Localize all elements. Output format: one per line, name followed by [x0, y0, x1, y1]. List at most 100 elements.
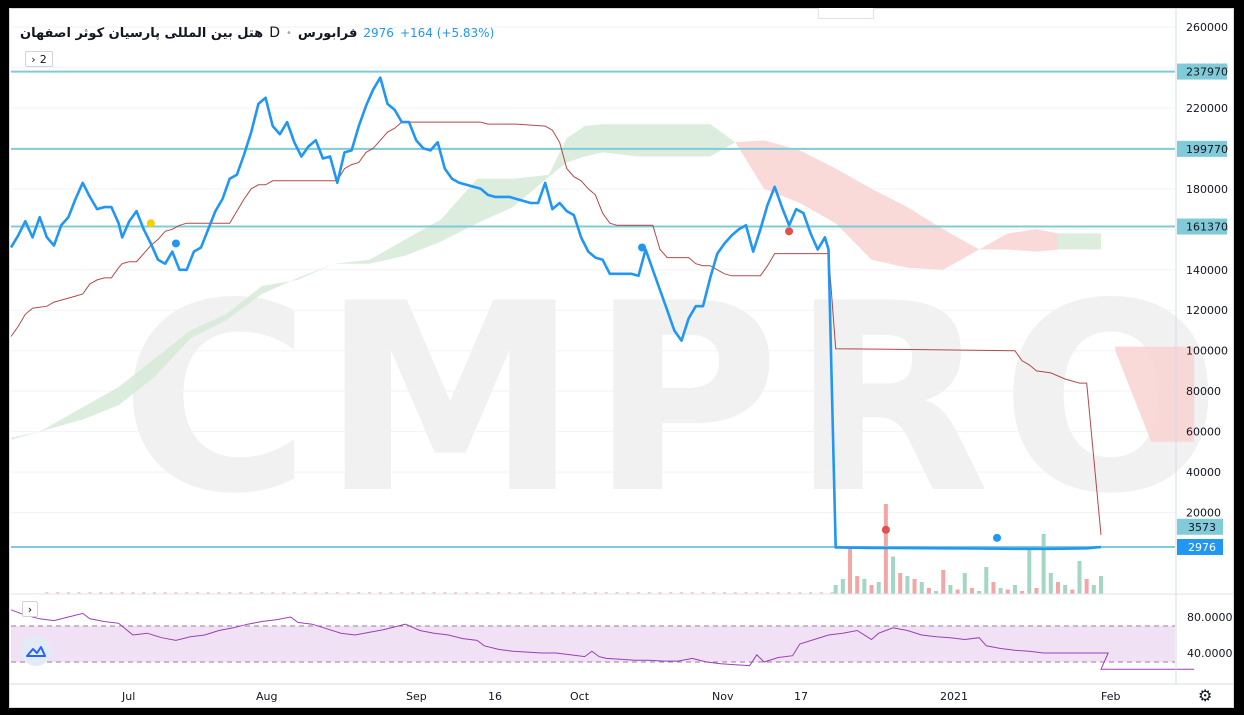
volume-bar [948, 585, 953, 594]
level-badge [1177, 218, 1227, 235]
volume-bar [249, 592, 253, 594]
tradingview-logo[interactable] [21, 636, 51, 666]
volume-bar [1027, 549, 1032, 594]
price-tick-label: 120000 [1186, 304, 1228, 317]
volume-bar [669, 592, 673, 594]
volume-bar [421, 592, 425, 594]
chevron-right-icon: › [31, 52, 36, 66]
last-price-badge [1177, 538, 1223, 555]
separator-dot: • [285, 27, 292, 39]
volume-bar [282, 592, 285, 594]
volume-bar [636, 592, 640, 594]
price-line[interactable] [10, 76, 1102, 551]
volume-bar [497, 592, 501, 594]
volume-bar [604, 592, 608, 594]
volume-bar [798, 592, 802, 594]
rsi-tick-label: 80.0000 [1187, 611, 1233, 624]
volume-bar [926, 588, 931, 594]
volume-bar [195, 592, 199, 594]
gear-icon[interactable]: ⚙ [1198, 686, 1213, 705]
volume-bar [292, 592, 296, 594]
volume-bar [830, 592, 834, 594]
volume-bar [303, 592, 307, 594]
volume-bar [1034, 588, 1039, 594]
volume-bar [809, 592, 813, 594]
time-tick-label: Sep [406, 690, 427, 703]
volume-bar [1041, 534, 1046, 594]
volume-bar [615, 592, 619, 594]
volume-bar [679, 592, 683, 594]
price-badge [1177, 518, 1223, 535]
volume-bar [969, 588, 974, 594]
volume-bar [411, 592, 415, 594]
price-tick-label: 260000 [1186, 21, 1228, 34]
volume-bar [357, 592, 361, 594]
volume-bar [540, 592, 544, 594]
volume-bar [593, 592, 597, 594]
last-price: 2976 [363, 26, 394, 40]
volume-bar [962, 573, 967, 594]
volume-bar [185, 592, 189, 594]
exchange-name: فرابورس [297, 25, 358, 41]
level-badge-label: 161370 [1186, 221, 1228, 234]
volume-bar [1005, 589, 1010, 594]
volume-bar [1077, 561, 1082, 594]
volume-bar [833, 585, 838, 594]
volume-bar [238, 592, 242, 594]
signal-marker [146, 219, 155, 228]
time-tick-label: 2021 [940, 690, 968, 703]
volume-bar [518, 592, 522, 594]
time-tick-label: Oct [570, 690, 590, 703]
rsi-line [10, 609, 1195, 670]
volume-bar [869, 585, 874, 594]
level-badge [1177, 63, 1227, 80]
volume-bar [325, 592, 329, 594]
volume-bar [99, 592, 103, 594]
signal-marker [171, 239, 180, 248]
symbol-title: هتل بین المللی پارسیان کوثر اصفهان D • ف… [20, 24, 494, 42]
ichimoku-cloud-red [1115, 346, 1195, 442]
indicators-toggle-button[interactable]: › 2 [25, 51, 53, 67]
volume-bar [454, 592, 458, 594]
rsi-toggle-button[interactable]: › [22, 601, 38, 617]
interval-label[interactable]: D [269, 25, 280, 41]
volume-bar [271, 592, 275, 594]
rsi-band [11, 626, 1175, 662]
volume-bar [848, 549, 853, 594]
signal-marker [881, 525, 890, 534]
volume-bar [217, 592, 221, 594]
watermark-text: CMPRO [120, 249, 1231, 551]
volume-bar [1020, 591, 1025, 594]
volume-bar [1055, 582, 1060, 594]
volume-bar [346, 592, 350, 594]
volume-bar [1099, 576, 1103, 594]
level-badge-label: 237970 [1186, 66, 1228, 79]
volume-bar [368, 592, 372, 594]
volume-bar [206, 592, 210, 594]
signal-marker [785, 227, 794, 236]
price-badge-label: 3573 [1188, 521, 1216, 534]
volume-bar [109, 592, 113, 594]
volume-bar [977, 591, 982, 594]
indicators-count: 2 [39, 52, 47, 66]
volume-bar [174, 592, 178, 594]
volume-bar [647, 592, 651, 594]
top-tab[interactable] [818, 8, 874, 19]
volume-bar [572, 592, 576, 594]
time-tick-label: Nov [712, 690, 734, 703]
volume-bar [755, 592, 759, 594]
volume-bar [891, 556, 896, 594]
volume-bar [855, 576, 860, 594]
volume-bar [984, 567, 989, 594]
volume-bar [766, 592, 770, 594]
price-tick-label: 20000 [1186, 507, 1221, 520]
volume-bar [876, 582, 881, 594]
volume-bar [432, 592, 436, 594]
volume-bar [690, 592, 694, 594]
chart-canvas[interactable]: CMPRO26000024000022000020000018000016000… [10, 9, 1234, 708]
ichimoku-cloud-red [735, 140, 1058, 270]
volume-bar [529, 592, 533, 594]
volume-bar [1070, 589, 1075, 594]
volume-bar [228, 592, 232, 594]
volume-bar [1048, 573, 1053, 594]
